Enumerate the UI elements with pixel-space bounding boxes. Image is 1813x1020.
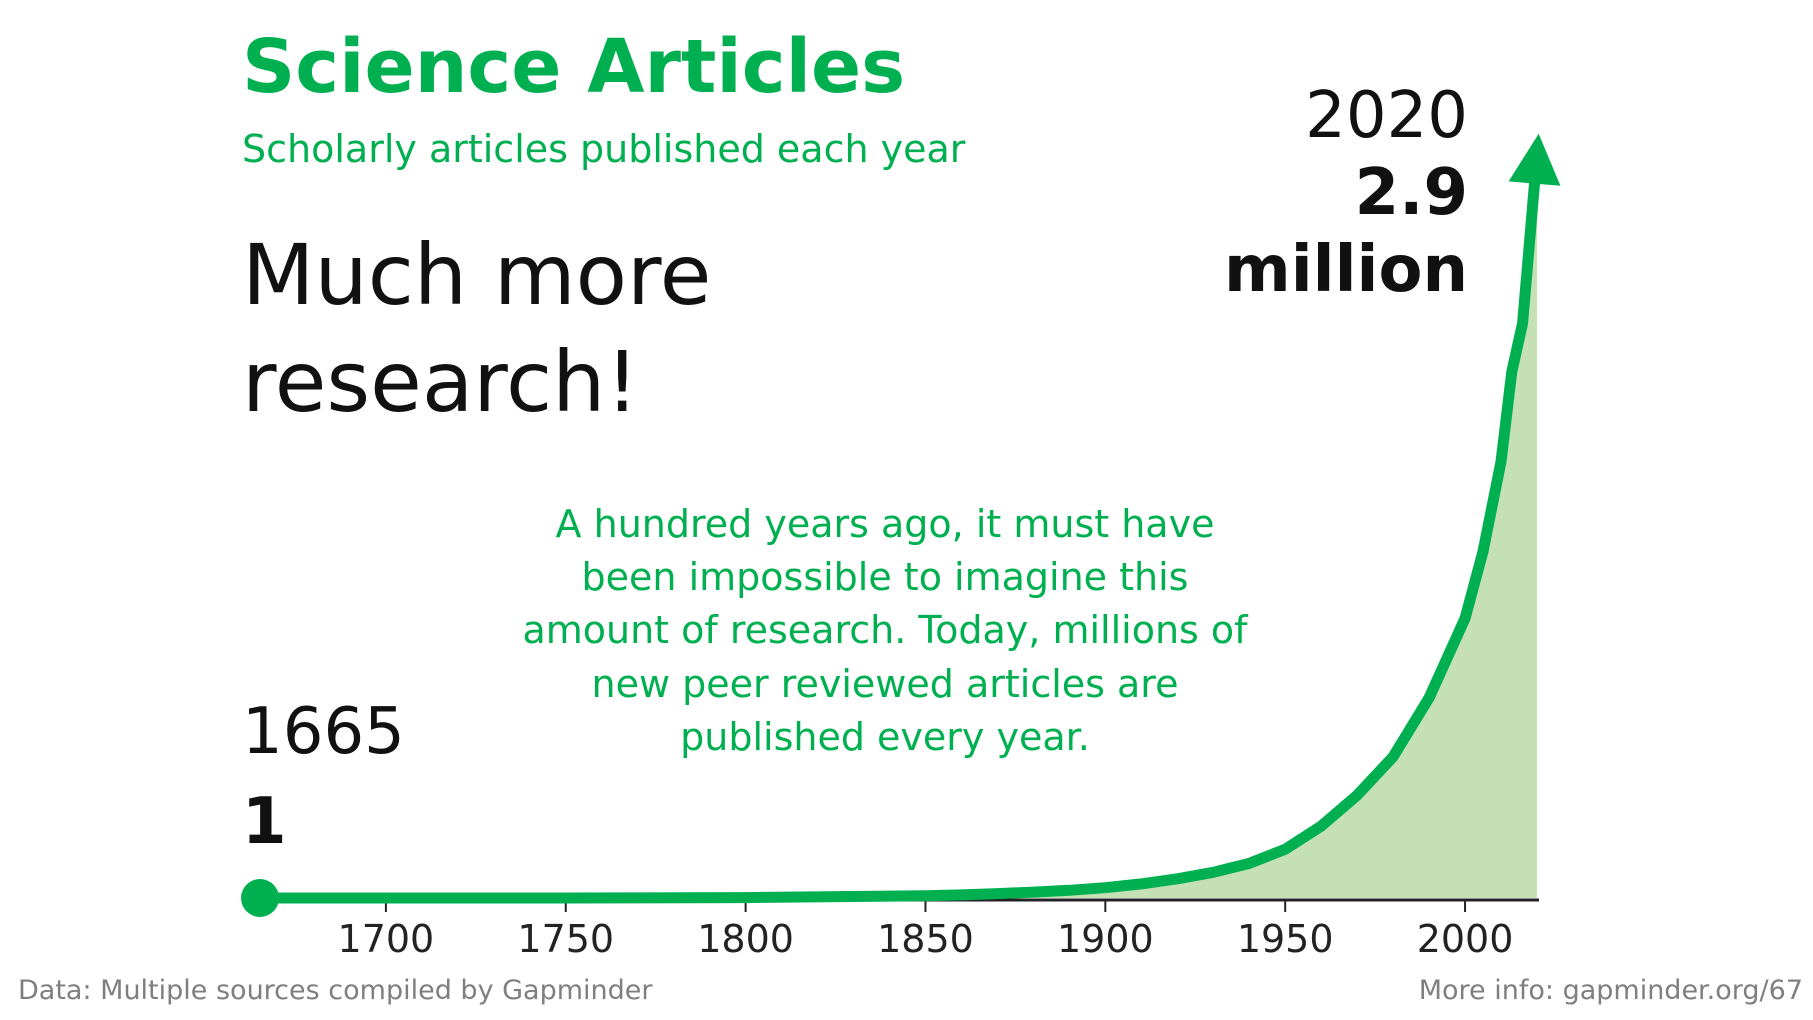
end-label-block: 2020 2.9 million [1224, 78, 1468, 308]
x-tick-label: 1750 [517, 917, 614, 961]
more-info-link[interactable]: More info: gapminder.org/67 [1418, 975, 1803, 1006]
chart-title: Science Articles [242, 24, 906, 110]
end-value-label: 2.9 [1354, 155, 1468, 230]
start-point [241, 878, 279, 917]
start-year-label: 1665 [242, 695, 405, 769]
x-tick-label: 1700 [338, 917, 435, 961]
end-unit-label: million [1224, 232, 1468, 307]
series-line [254, 178, 1540, 904]
source-note: Data: Multiple sources compiled by Gapmi… [18, 975, 653, 1006]
start-value-label: 1 [242, 785, 287, 859]
x-tick-label: 1900 [1057, 917, 1154, 961]
area-fill [260, 153, 1537, 898]
end-year-label: 2020 [1305, 79, 1468, 153]
x-tick-label: 2000 [1417, 917, 1514, 961]
x-tick-label: 1950 [1237, 917, 1334, 961]
arrow-head [1508, 133, 1561, 186]
headline: Much more research! [242, 226, 712, 431]
x-tick-label: 1800 [697, 917, 794, 961]
annotation-text: A hundred years ago, it must have been i… [522, 502, 1248, 759]
x-tick-label: 1850 [877, 917, 974, 961]
chart-subtitle: Scholarly articles published each year [242, 127, 966, 171]
x-axis-ticks: 1700 1750 1800 1850 1900 1950 2000 [338, 900, 1514, 961]
